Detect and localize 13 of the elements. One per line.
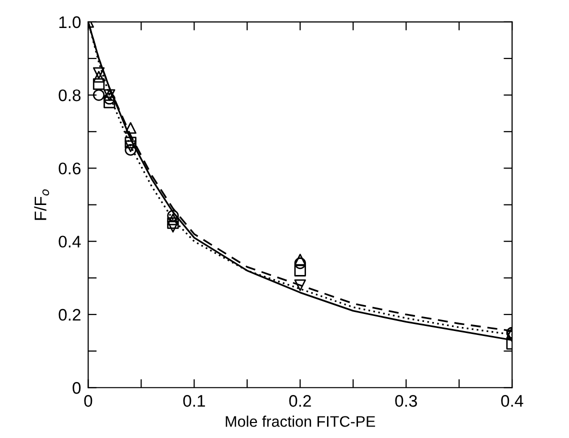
x-tick-label: 0.3	[395, 395, 417, 407]
x-tick-label: 0	[84, 395, 92, 407]
y-tick-label: 0.6	[58, 162, 81, 174]
y-tick-label: 0.8	[58, 89, 81, 102]
y-tick-label: 0.2	[58, 308, 80, 321]
x-axis-title: Mole fraction FITC-PE	[226, 416, 376, 427]
x-tick-label: 0.4	[501, 395, 524, 407]
y-tick-label: 0	[72, 382, 81, 394]
y-axis-title: F/F$_{o}$	[34, 189, 50, 220]
x-tick-label: 0.2	[289, 395, 311, 407]
y-tick-label: 1.0	[59, 16, 81, 28]
x-tick-label: 0.1	[183, 395, 205, 407]
y-tick-label: 0.4	[58, 236, 81, 248]
